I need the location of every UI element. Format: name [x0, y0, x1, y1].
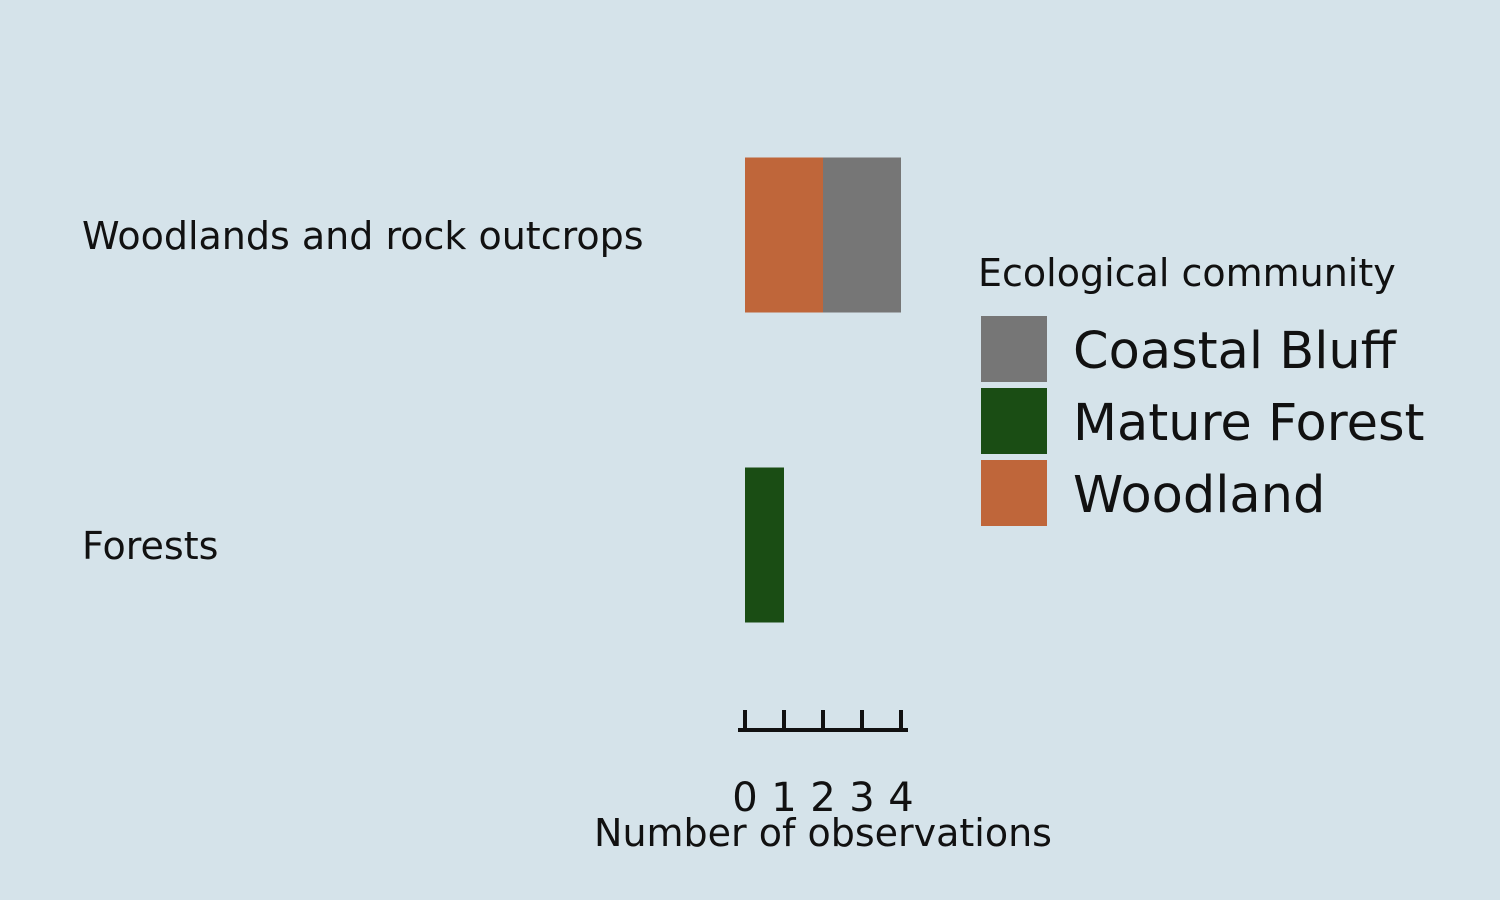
legend-entries: Coastal Bluff Mature Forest Woodland — [981, 316, 1425, 526]
bars — [745, 157, 901, 623]
category-labels: Woodlands and rock outcrops Forests — [82, 214, 644, 568]
legend-label: Coastal Bluff — [1073, 322, 1398, 381]
x-axis-title: Number of observations — [594, 811, 1052, 855]
x-tick-label: 1 — [771, 775, 796, 821]
bar-coastal-bluff — [823, 157, 901, 313]
x-tick-label: 4 — [888, 775, 913, 821]
bar-mature-forest — [745, 467, 784, 623]
legend-title: Ecological community — [978, 251, 1396, 295]
category-label: Woodlands and rock outcrops — [82, 214, 644, 258]
x-tick-label: 0 — [732, 775, 757, 821]
legend-label: Mature Forest — [1073, 394, 1425, 453]
legend-swatch — [981, 388, 1047, 454]
category-label: Forests — [82, 524, 218, 568]
x-tick-label: 2 — [810, 775, 835, 821]
x-tick-label: 3 — [849, 775, 874, 821]
legend-label: Woodland — [1073, 466, 1325, 525]
bar-woodland — [745, 157, 823, 313]
legend: Ecological community Coastal Bluff Mature… — [978, 251, 1425, 526]
legend-swatch — [981, 460, 1047, 526]
legend-swatch — [981, 316, 1047, 382]
